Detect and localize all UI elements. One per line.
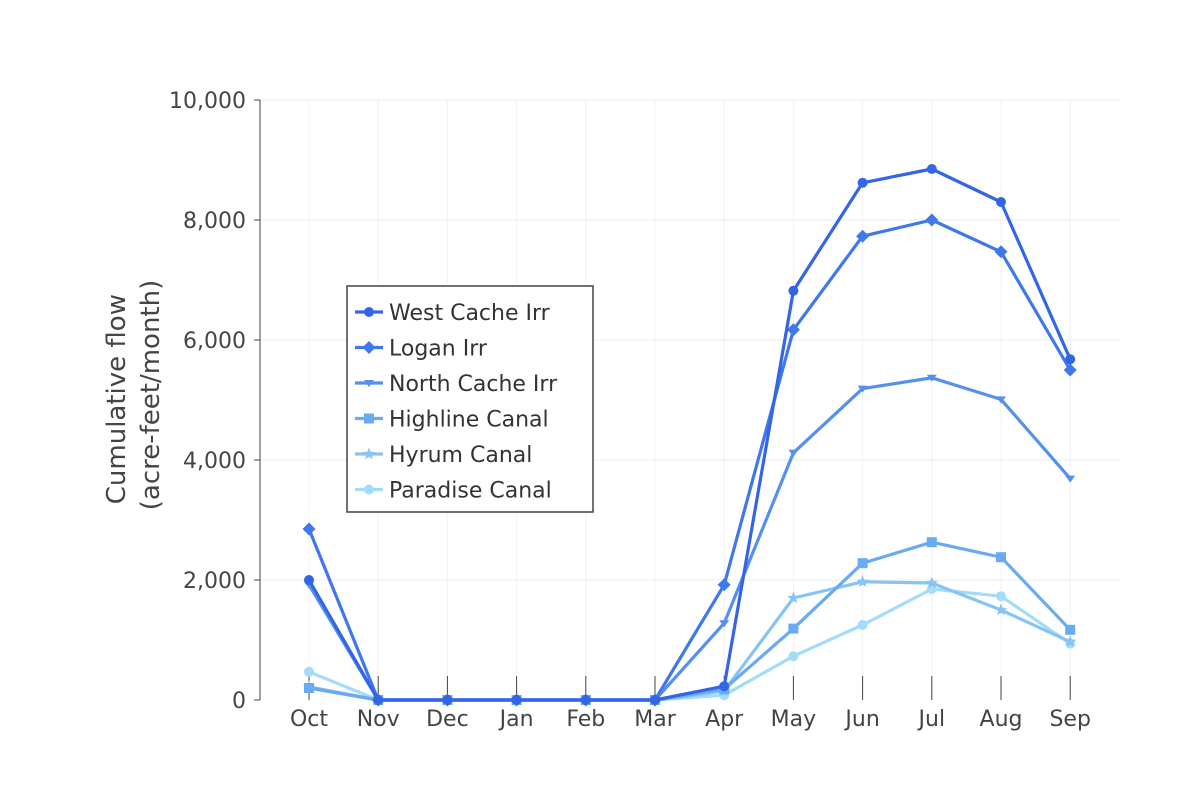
x-tick-label: Nov (357, 707, 400, 732)
y-axis-title-line1: Cumulative flow (102, 294, 132, 504)
legend-label: Paradise Canal (389, 479, 552, 504)
x-tick-label: Jan (498, 707, 534, 732)
data-point (787, 591, 800, 604)
data-point (719, 681, 730, 692)
data-point (857, 385, 868, 393)
legend-label: North Cache Irr (389, 372, 558, 397)
data-point (650, 695, 660, 705)
legend-item-hyrum-canal[interactable]: Hyrum Canal (355, 443, 532, 468)
series-west-cache-irr (304, 164, 1076, 705)
legend-box (346, 285, 594, 513)
y-tick-labels: 0 2,000 4,000 6,000 8,000 10,000 (169, 89, 246, 714)
data-point (788, 651, 799, 662)
data-point (1065, 624, 1076, 635)
data-point (926, 374, 937, 382)
data-point (788, 285, 799, 296)
series (302, 164, 1077, 707)
data-point (857, 558, 868, 569)
legend-swatch-marker (364, 484, 374, 495)
x-tick-label: Aug (980, 707, 1023, 732)
series-line (308, 540, 1072, 702)
data-point (1065, 354, 1076, 365)
data-point (304, 683, 314, 693)
legend-label: West Cache Irr (389, 301, 551, 326)
legend-item-logan-irr[interactable]: Logan Irr (355, 337, 488, 362)
data-point (996, 552, 1006, 563)
data-point (304, 575, 314, 585)
data-point (996, 197, 1006, 207)
legend-item-paradise-canal[interactable]: Paradise Canal (355, 479, 552, 504)
legend-swatch-marker (362, 447, 376, 460)
data-point (717, 578, 731, 592)
data-point (786, 323, 800, 337)
legend-swatch-marker (362, 341, 376, 354)
y-tick-label: 6,000 (183, 329, 246, 354)
data-point (788, 623, 799, 634)
legend-swatch-marker (364, 380, 374, 387)
data-point (719, 620, 730, 628)
data-point (1065, 475, 1076, 483)
data-point (442, 695, 453, 705)
legend-item-highline-canal[interactable]: Highline Canal (355, 408, 549, 433)
data-point (994, 245, 1008, 259)
x-tick-label: Mar (634, 707, 676, 732)
series-line (307, 167, 1072, 702)
data-point (996, 396, 1006, 404)
data-point (373, 695, 384, 705)
data-point (925, 576, 938, 589)
y-tick-label: 8,000 (183, 209, 246, 234)
data-point (304, 666, 314, 677)
x-tick-label: Sep (1049, 707, 1090, 732)
data-point (926, 537, 937, 548)
y-axis-title-line2: (acre-feet/month) (136, 280, 166, 511)
data-point (788, 449, 799, 457)
legend-label: Logan Irr (389, 337, 488, 362)
legend-label: Highline Canal (389, 408, 549, 433)
y-axis-title: Cumulative flow (acre-feet/month) (102, 280, 166, 511)
legend-swatch-marker (364, 413, 374, 424)
y-tick-label: 2,000 (183, 569, 246, 594)
series-highline-canal (304, 537, 1076, 705)
legend-label: Hyrum Canal (389, 443, 532, 468)
data-point (996, 591, 1006, 602)
x-tick-label: Apr (705, 707, 744, 732)
data-point (1063, 363, 1077, 377)
data-point (925, 213, 939, 227)
y-tick-label: 10,000 (169, 89, 246, 114)
legend-item-north-cache-irr[interactable]: North Cache Irr (355, 372, 558, 397)
x-tick-label: Dec (426, 707, 469, 732)
x-tick-labels: Oct Nov Dec Jan Feb Mar Apr May Jun Jul Aug Sep (290, 707, 1091, 732)
data-point (857, 620, 868, 630)
x-tick-label: Jul (917, 707, 946, 732)
data-point (856, 229, 870, 243)
x-tick-label: Feb (566, 707, 605, 732)
data-point (580, 695, 591, 705)
y-tick-label: 0 (232, 689, 246, 714)
data-point (994, 603, 1008, 616)
data-point (302, 522, 316, 536)
legend[interactable]: West Cache Irr Logan Irr North Cache Irr Hi… (346, 285, 594, 513)
data-point (1064, 635, 1077, 648)
legend-item-west-cache-irr[interactable]: West Cache Irr (355, 301, 551, 326)
data-point (856, 575, 869, 588)
legend-swatch-marker (364, 307, 374, 317)
x-tick-label: Oct (290, 707, 328, 732)
data-point (926, 164, 937, 174)
data-point (857, 177, 868, 188)
x-tick-label: May (771, 707, 816, 732)
y-tick-label: 4,000 (183, 449, 246, 474)
x-tick-label: Jun (843, 707, 879, 732)
data-point (511, 695, 522, 705)
